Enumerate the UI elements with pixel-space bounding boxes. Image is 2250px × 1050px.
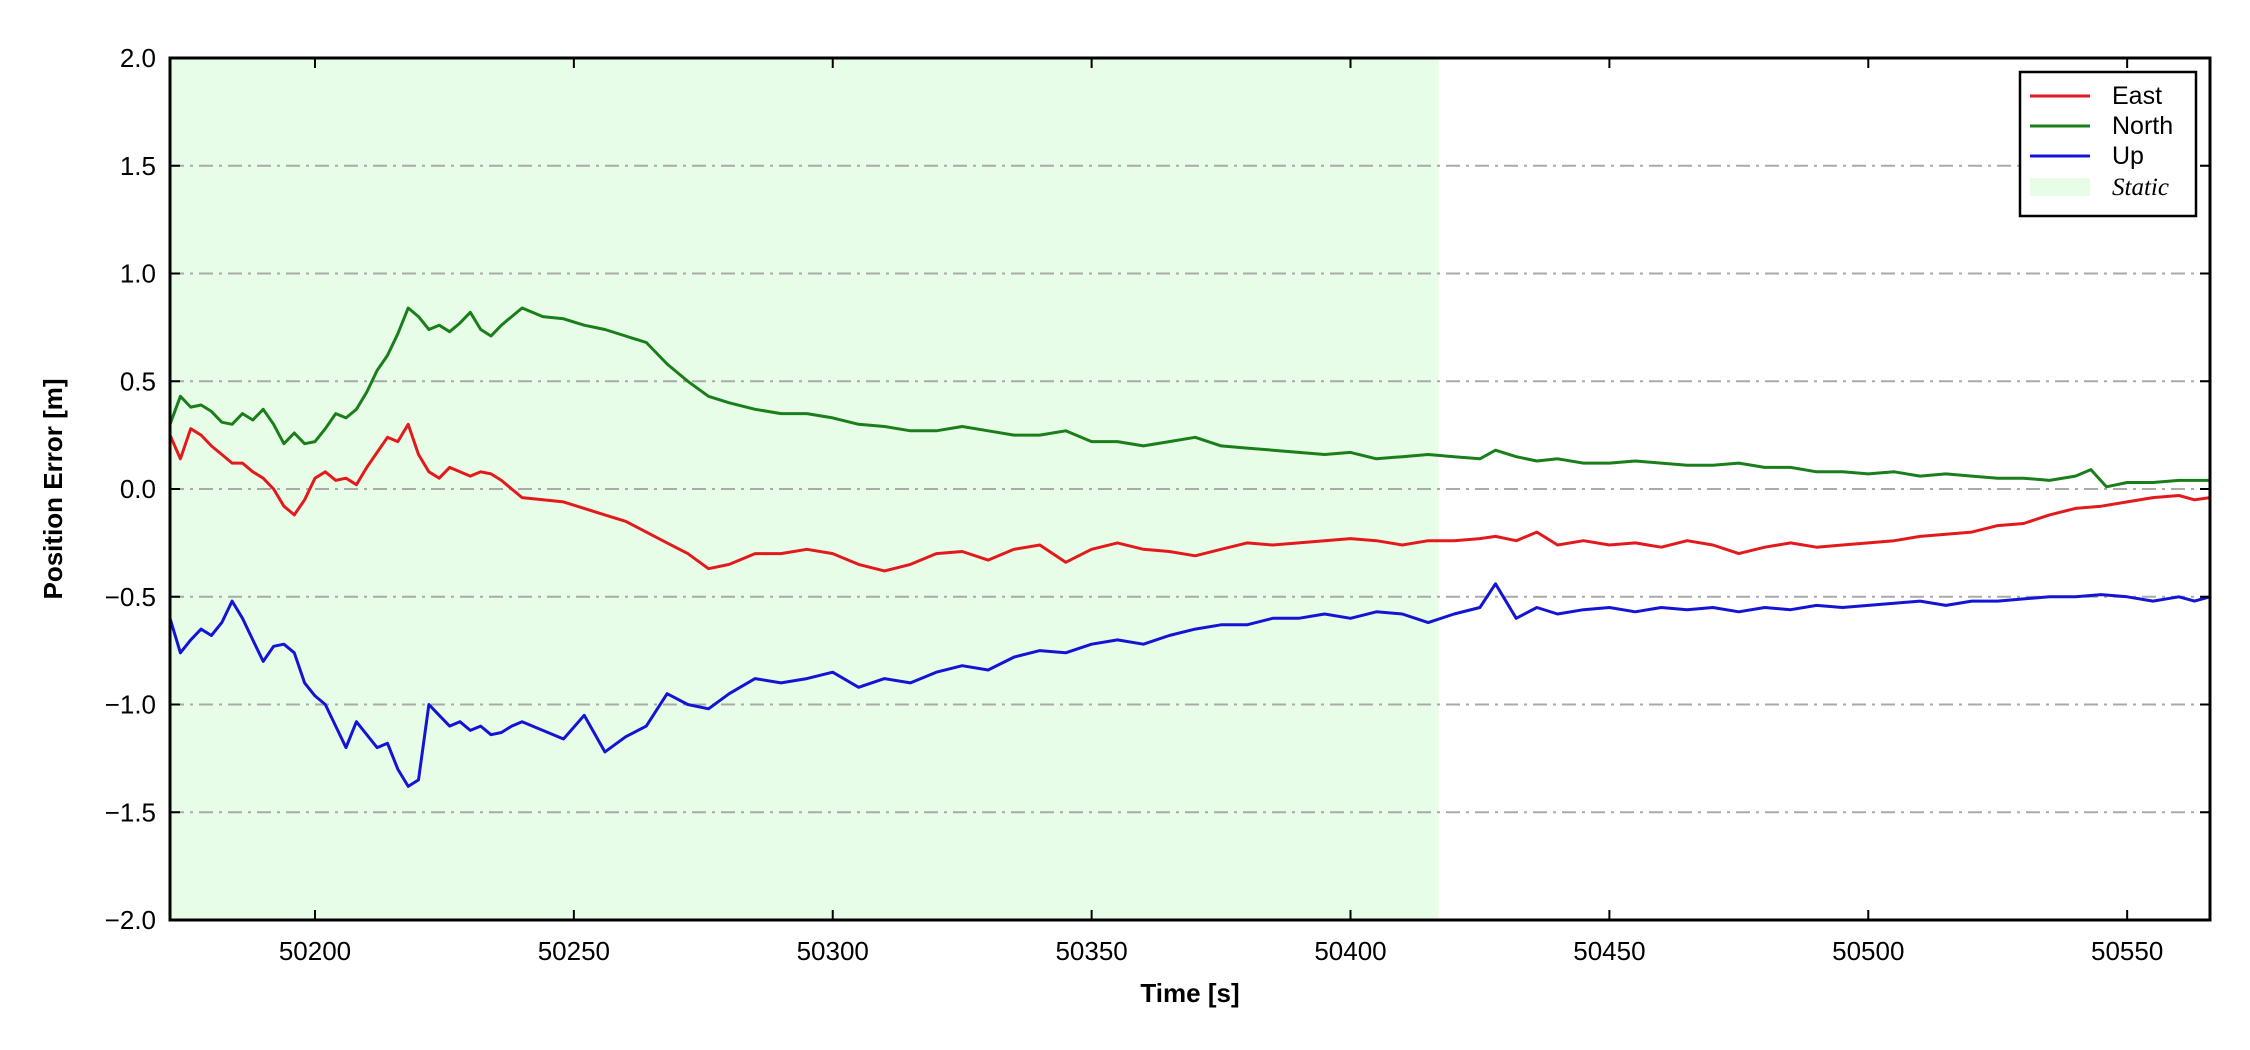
y-tick-label: −1.0 [105,690,156,720]
series-line-up [168,582,2211,788]
y-tick-label: 0.0 [120,474,156,504]
x-tick-label: 50400 [1314,936,1386,966]
y-tick-label: 1.0 [120,259,156,289]
x-tick-label: 50350 [1055,936,1127,966]
x-tick-label: 50450 [1573,936,1645,966]
series-line-north [168,306,2210,489]
legend: East North Up Static [2018,70,2198,218]
x-axis-title: Time [s] [1140,978,1239,1008]
legend-north-label: North [2112,112,2173,140]
y-tick-label: 1.5 [120,151,156,181]
y-axis-title: Position Error [m] [38,378,68,599]
series-layer [168,306,2211,788]
legend-static-swatch [2030,178,2090,196]
series-line-east [168,422,2211,573]
y-tick-label: 2.0 [120,43,156,73]
legend-up-label: Up [2112,142,2144,170]
y-tick-label: −1.5 [105,797,156,827]
x-tick-label: 50200 [279,936,351,966]
x-tick-label: 50500 [1832,936,1904,966]
y-tick-label: 0.5 [120,366,156,396]
y-tick-label: −0.5 [105,582,156,612]
x-tick-label: 50250 [538,936,610,966]
legend-east-label: East [2112,82,2162,110]
legend-static-label: Static [2112,174,2169,201]
y-tick-label: −2.0 [105,905,156,935]
x-tick-label: 50550 [2091,936,2163,966]
x-tick-label: 50300 [797,936,869,966]
tick-layer: 50200 50250 50300 50350 50400 50450 50500 50550… [105,43,2210,966]
